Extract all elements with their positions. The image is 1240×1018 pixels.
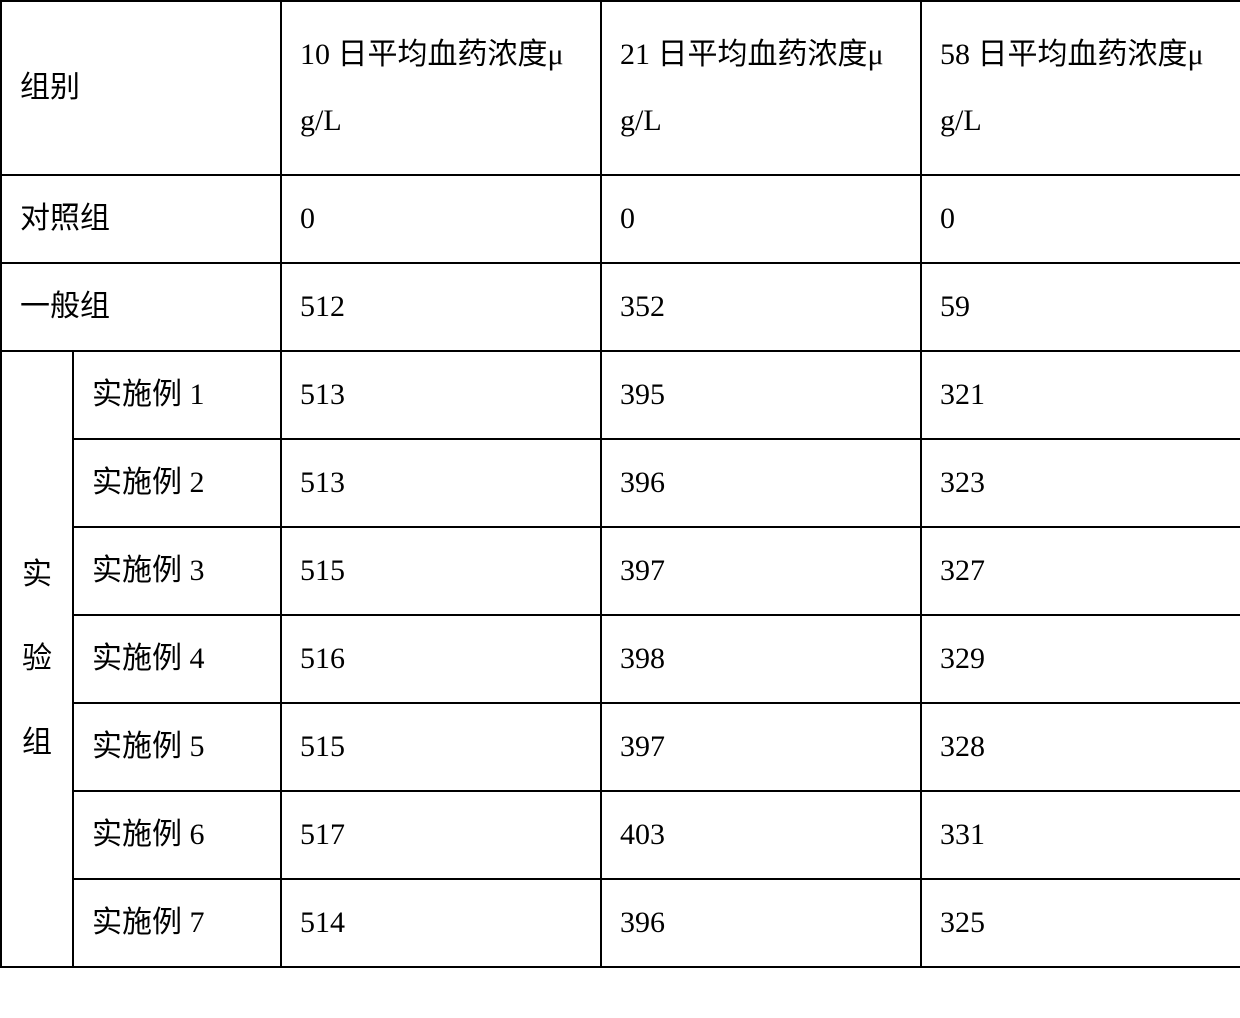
experiment-row-day21: 397 [601, 527, 921, 615]
experiment-row-day10: 515 [281, 703, 601, 791]
general-day58: 59 [921, 263, 1240, 351]
table-row: 实施例 5 515 397 328 [1, 703, 1240, 791]
experiment-row-day10: 514 [281, 879, 601, 967]
table-row: 一般组 512 352 59 [1, 263, 1240, 351]
general-day21: 352 [601, 263, 921, 351]
header-day58: 58 日平均血药浓度μ g/L [921, 1, 1240, 175]
experiment-row-day58: 331 [921, 791, 1240, 879]
experiment-row-day58: 325 [921, 879, 1240, 967]
experiment-row-label: 实施例 5 [73, 703, 281, 791]
table-row: 实施例 3 515 397 327 [1, 527, 1240, 615]
table-row: 对照组 0 0 0 [1, 175, 1240, 263]
experiment-group-label: 实验组 [1, 351, 73, 967]
experiment-row-day21: 395 [601, 351, 921, 439]
table-header-row: 组别 10 日平均血药浓度μ g/L 21 日平均血药浓度μ g/L 58 日平… [1, 1, 1240, 175]
experiment-row-day58: 328 [921, 703, 1240, 791]
data-table: 组别 10 日平均血药浓度μ g/L 21 日平均血药浓度μ g/L 58 日平… [0, 0, 1240, 968]
table-row: 实施例 2 513 396 323 [1, 439, 1240, 527]
experiment-row-day21: 396 [601, 439, 921, 527]
general-day10: 512 [281, 263, 601, 351]
table-row: 实施例 6 517 403 331 [1, 791, 1240, 879]
control-label: 对照组 [1, 175, 281, 263]
experiment-row-day10: 516 [281, 615, 601, 703]
header-day21: 21 日平均血药浓度μ g/L [601, 1, 921, 175]
experiment-row-day21: 403 [601, 791, 921, 879]
experiment-row-day10: 513 [281, 439, 601, 527]
experiment-row-day10: 517 [281, 791, 601, 879]
experiment-row-day21: 396 [601, 879, 921, 967]
general-label: 一般组 [1, 263, 281, 351]
experiment-row-label: 实施例 7 [73, 879, 281, 967]
header-day10: 10 日平均血药浓度μ g/L [281, 1, 601, 175]
experiment-row-label: 实施例 6 [73, 791, 281, 879]
table-row: 实验组 实施例 1 513 395 321 [1, 351, 1240, 439]
experiment-row-label: 实施例 3 [73, 527, 281, 615]
experiment-row-day58: 323 [921, 439, 1240, 527]
experiment-row-label: 实施例 1 [73, 351, 281, 439]
experiment-row-day10: 513 [281, 351, 601, 439]
experiment-row-day58: 329 [921, 615, 1240, 703]
control-day58: 0 [921, 175, 1240, 263]
experiment-row-day10: 515 [281, 527, 601, 615]
experiment-row-day21: 397 [601, 703, 921, 791]
control-day10: 0 [281, 175, 601, 263]
header-group: 组别 [1, 1, 281, 175]
experiment-row-day58: 327 [921, 527, 1240, 615]
experiment-row-day58: 321 [921, 351, 1240, 439]
experiment-row-label: 实施例 2 [73, 439, 281, 527]
table-row: 实施例 4 516 398 329 [1, 615, 1240, 703]
experiment-row-label: 实施例 4 [73, 615, 281, 703]
data-table-container: 组别 10 日平均血药浓度μ g/L 21 日平均血药浓度μ g/L 58 日平… [0, 0, 1240, 968]
control-day21: 0 [601, 175, 921, 263]
table-row: 实施例 7 514 396 325 [1, 879, 1240, 967]
experiment-row-day21: 398 [601, 615, 921, 703]
